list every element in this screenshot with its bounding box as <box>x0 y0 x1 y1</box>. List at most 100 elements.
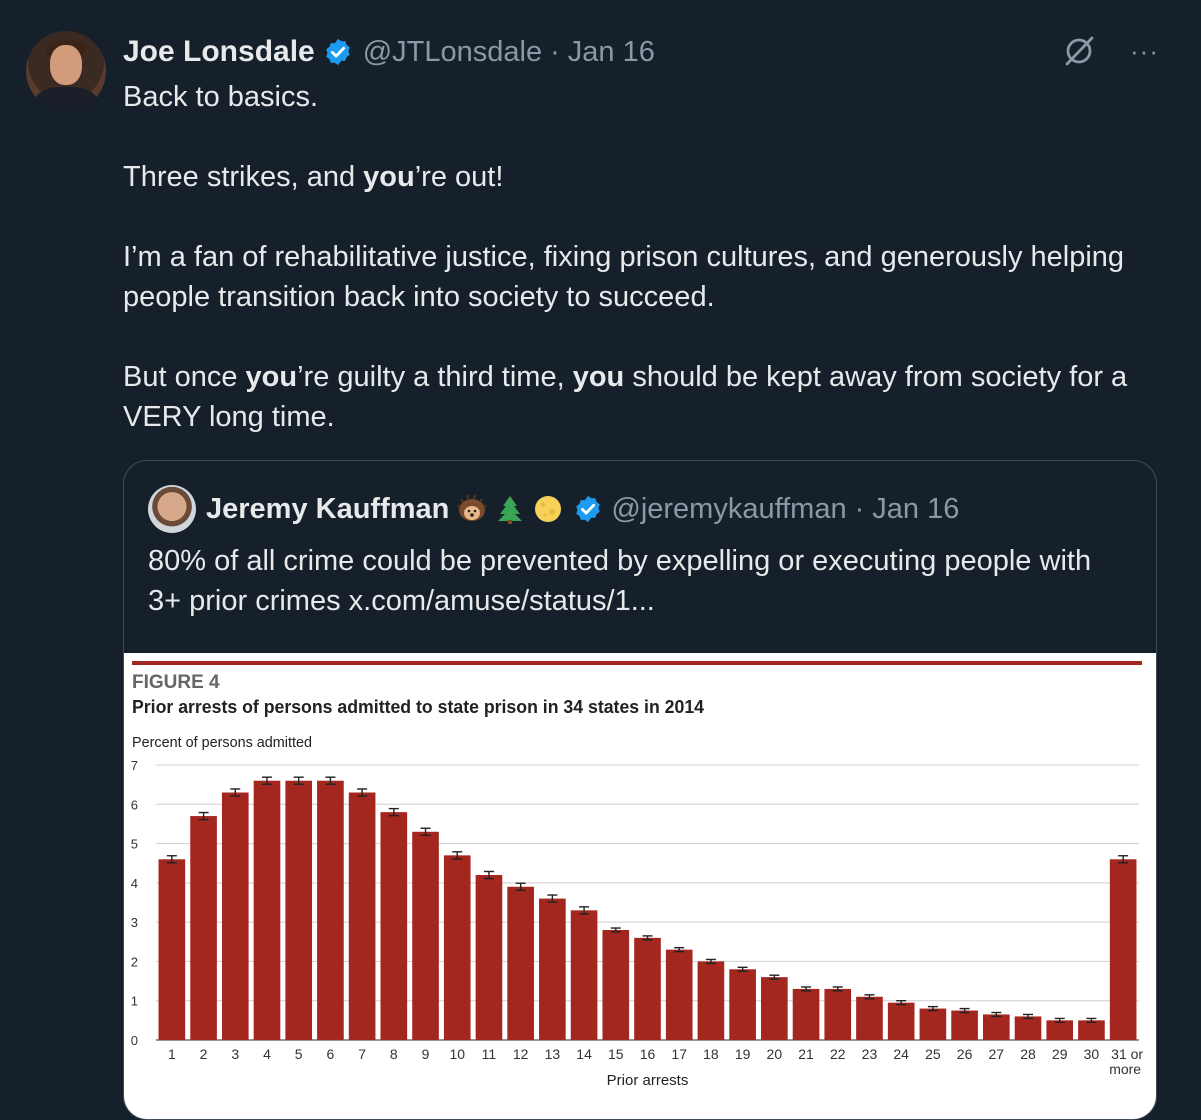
x-tick-label: 3 <box>231 1046 239 1062</box>
bar <box>792 988 820 1040</box>
bar <box>412 831 439 1040</box>
bar <box>253 780 281 1040</box>
full-moon-icon <box>535 496 562 522</box>
y-tick-label: 3 <box>131 915 138 930</box>
bar <box>158 859 186 1040</box>
more-icon[interactable]: ··· <box>1130 36 1159 66</box>
bar <box>348 792 376 1040</box>
bar <box>507 886 534 1040</box>
x-tick-label: 23 <box>862 1046 878 1062</box>
quoted-author-name[interactable]: Jeremy Kauffman <box>206 492 450 525</box>
quoted-header-separator: · <box>854 492 865 525</box>
bar <box>1014 1016 1042 1040</box>
x-tick-label: 29 <box>1052 1046 1068 1062</box>
header-separator: · <box>550 35 560 68</box>
x-tick-label: 27 <box>989 1046 1005 1062</box>
bar <box>761 977 788 1040</box>
x-tick-label: more <box>1109 1061 1141 1077</box>
bar <box>982 1014 1010 1040</box>
x-tick-label: 15 <box>608 1046 624 1062</box>
quoted-tweet-header: Jeremy Kauffman @jeremykauffman · Jan 16 <box>148 485 960 533</box>
bar <box>1109 859 1137 1040</box>
bar <box>919 1008 947 1040</box>
verified-badge-icon <box>325 38 350 66</box>
x-tick-label: 31 or <box>1111 1046 1143 1062</box>
bold-text-run: you <box>245 361 298 393</box>
bar-chart: FIGURE 4 Prior arrests of persons admitte… <box>131 661 1143 1089</box>
y-tick-label: 5 <box>131 837 138 852</box>
author-name[interactable]: Joe Lonsdale <box>123 35 315 68</box>
bar <box>951 1010 978 1040</box>
quoted-tweet[interactable]: Jeremy Kauffman @jeremykauffman · Jan 16… <box>123 460 1157 1120</box>
evergreen-tree-icon <box>498 496 523 524</box>
tweet-paragraph-3: I’m a fan of rehabilitative justice, fix… <box>123 241 1125 313</box>
x-tick-label: 1 <box>168 1046 176 1062</box>
bar <box>856 996 883 1040</box>
tweet-header: Joe Lonsdale @JTLonsdale · Jan 16 <box>123 32 655 72</box>
y-tick-label: 7 <box>131 758 138 773</box>
x-tick-label: 16 <box>640 1046 656 1062</box>
bar <box>443 855 471 1040</box>
avatar-suit <box>34 87 98 111</box>
tweet-paragraph-1: Back to basics. <box>123 81 319 113</box>
y-axis-label: Percent of persons admitted <box>132 734 312 751</box>
bar <box>729 969 756 1040</box>
x-tick-label: 28 <box>1020 1046 1036 1062</box>
bar <box>634 937 661 1040</box>
x-tick-label: 11 <box>482 1046 497 1062</box>
bar <box>380 812 408 1040</box>
hedgehog-icon <box>457 494 488 521</box>
x-tick-label: 21 <box>798 1046 814 1062</box>
x-tick-label: 19 <box>735 1046 751 1062</box>
bar <box>1046 1020 1074 1040</box>
x-tick-label: 18 <box>703 1046 719 1062</box>
x-axis-label: Prior arrests <box>607 1072 689 1089</box>
y-tick-label: 4 <box>131 876 138 891</box>
bar <box>475 875 503 1040</box>
quoted-author-avatar[interactable] <box>148 485 196 533</box>
x-tick-label: 20 <box>767 1046 783 1062</box>
quoted-author-handle[interactable]: @jeremykauffman <box>611 492 847 525</box>
bar <box>539 898 566 1040</box>
chart-top-rule <box>132 661 1142 665</box>
text-run: ’re out! <box>414 161 504 193</box>
bar <box>221 792 249 1040</box>
x-tick-label: 13 <box>545 1046 561 1062</box>
y-tick-label: 6 <box>131 797 138 812</box>
figure-label: FIGURE 4 <box>132 672 220 693</box>
quoted-tweet-text: 80% of all crime could be prevented by e… <box>148 545 1092 617</box>
text-run: ’re guilty a third time, <box>297 361 573 393</box>
y-tick-label: 0 <box>131 1033 138 1048</box>
author-avatar[interactable] <box>26 31 106 111</box>
text-run: Three strikes, and <box>123 161 364 193</box>
bar <box>285 780 313 1040</box>
x-tick-label: 8 <box>390 1046 398 1062</box>
bar <box>887 1002 915 1040</box>
text-run: should be kept away from society for a V… <box>123 361 1128 433</box>
bold-text-run: you <box>363 161 415 193</box>
x-tick-label: 26 <box>957 1046 973 1062</box>
x-tick-label: 25 <box>925 1046 941 1062</box>
y-tick-label: 2 <box>131 954 138 969</box>
quoted-tweet-date[interactable]: Jan 16 <box>872 492 960 525</box>
tweet-text: Back to basics. Three strikes, and you’r… <box>123 77 1163 477</box>
x-tick-label: 30 <box>1084 1046 1100 1062</box>
chart-image[interactable]: FIGURE 4 Prior arrests of persons admitte… <box>124 653 1156 1119</box>
author-handle[interactable]: @JTLonsdale <box>362 35 543 68</box>
x-tick-label: 10 <box>449 1046 465 1062</box>
bar <box>317 780 344 1040</box>
bar <box>697 961 725 1040</box>
bar <box>190 816 217 1040</box>
x-tick-label: 7 <box>358 1046 366 1062</box>
y-tick-label: 1 <box>131 994 138 1009</box>
grok-icon[interactable] <box>1062 34 1096 68</box>
bar <box>1078 1020 1105 1040</box>
tweet-date[interactable]: Jan 16 <box>567 35 655 68</box>
x-tick-label: 14 <box>576 1046 592 1062</box>
avatar-face <box>50 45 82 85</box>
x-tick-label: 6 <box>327 1046 335 1062</box>
x-tick-label: 17 <box>671 1046 687 1062</box>
bold-text-run: you <box>572 361 625 393</box>
x-tick-label: 9 <box>422 1046 430 1062</box>
x-tick-label: 2 <box>200 1046 208 1062</box>
